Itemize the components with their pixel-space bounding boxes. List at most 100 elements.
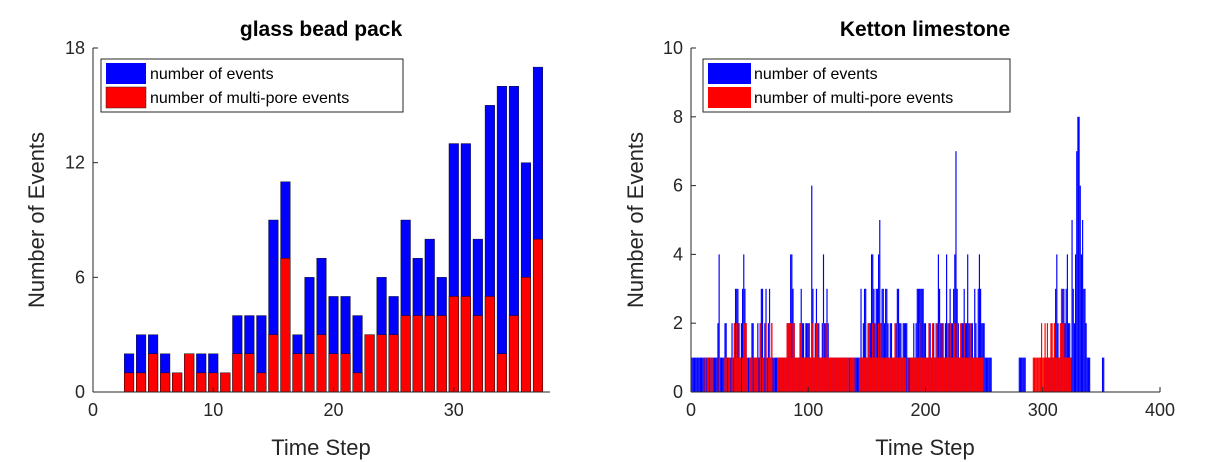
y-tick-label: 0 bbox=[673, 382, 683, 402]
bar-multipore-events bbox=[711, 357, 713, 392]
bar-events bbox=[974, 288, 976, 392]
bar-multipore-events bbox=[944, 357, 947, 392]
bar-multipore-events bbox=[742, 357, 744, 392]
bar-multipore-events bbox=[1062, 323, 1064, 392]
bar-multipore-events bbox=[941, 357, 943, 392]
bar-multipore-events bbox=[784, 357, 786, 392]
bar-events bbox=[1071, 220, 1073, 392]
bar-multipore-events bbox=[739, 357, 741, 392]
y-tick-label: 10 bbox=[663, 38, 683, 58]
bar-multipore-events bbox=[841, 357, 843, 392]
bar-events bbox=[937, 254, 939, 392]
bar-multipore-events bbox=[853, 357, 855, 392]
bar-multipore-events bbox=[981, 357, 983, 392]
bar-multipore-events bbox=[839, 357, 841, 392]
bar-multipore-events bbox=[763, 357, 765, 392]
bar-multipore-events bbox=[842, 357, 845, 392]
bar-multipore-events bbox=[880, 323, 882, 392]
x-tick-label: 20 bbox=[324, 400, 344, 420]
bar-events bbox=[699, 357, 701, 392]
bar-multipore-events bbox=[1049, 357, 1051, 392]
legend-swatch-events bbox=[708, 63, 751, 84]
bar-multipore-events bbox=[745, 323, 747, 392]
bar-multipore-events bbox=[904, 357, 907, 392]
bar-events bbox=[955, 151, 957, 392]
bar-multipore-events bbox=[847, 357, 849, 392]
bar-multipore-events bbox=[824, 357, 826, 392]
bar-events bbox=[920, 288, 922, 392]
bar-multipore-events bbox=[882, 357, 884, 392]
bar-multipore-events bbox=[895, 357, 897, 392]
bar-events bbox=[985, 357, 988, 392]
chart-panel-ketton-limestone: Ketton limestone Number of Events Time S… bbox=[623, 18, 1175, 460]
bar-multipore-events bbox=[797, 357, 799, 392]
bar-events bbox=[879, 220, 881, 392]
bar-multipore-events bbox=[804, 357, 806, 392]
bar-multipore-events bbox=[912, 357, 914, 392]
bar-multipore-events bbox=[946, 357, 948, 392]
bar-multipore-events bbox=[851, 357, 853, 392]
bar-multipore-events bbox=[725, 357, 727, 392]
bar-multipore-events bbox=[795, 357, 798, 392]
bar-multipore-events bbox=[936, 357, 938, 392]
bar-multipore-events bbox=[825, 357, 827, 392]
x-tick-label: 10 bbox=[203, 400, 223, 420]
bar-multipore-events bbox=[817, 323, 819, 392]
bar-multipore-events bbox=[793, 323, 795, 392]
bar-multipore-events bbox=[860, 357, 862, 392]
bar-multipore-events bbox=[160, 372, 171, 393]
bar-multipore-events bbox=[800, 323, 802, 392]
y-tick-label: 18 bbox=[65, 38, 85, 58]
bar-multipore-events bbox=[942, 323, 944, 392]
legend-label-multipore: number of multi-pore events bbox=[754, 90, 953, 107]
bar-multipore-events bbox=[802, 357, 805, 392]
bar-multipore-events bbox=[1046, 323, 1049, 392]
bar-multipore-events bbox=[436, 315, 447, 393]
bar-multipore-events bbox=[706, 357, 708, 392]
bar-events bbox=[1084, 288, 1086, 392]
bar-events bbox=[865, 288, 867, 392]
bar-events bbox=[916, 288, 918, 392]
bar-multipore-events bbox=[737, 357, 739, 392]
bar-multipore-events bbox=[340, 353, 351, 393]
bar-multipore-events bbox=[1045, 357, 1047, 392]
bar-multipore-events bbox=[937, 357, 939, 392]
bar-events bbox=[1103, 357, 1105, 392]
y-tick-label: 4 bbox=[673, 244, 683, 264]
bar-multipore-events bbox=[788, 323, 791, 392]
bar-multipore-events bbox=[954, 323, 956, 392]
bar-multipore-events bbox=[1051, 323, 1053, 392]
bar-multipore-events bbox=[965, 357, 968, 392]
bar-multipore-events bbox=[938, 323, 941, 392]
bar-multipore-events bbox=[964, 357, 966, 392]
bar-multipore-events bbox=[750, 357, 752, 392]
bar-events bbox=[791, 254, 793, 392]
bar-multipore-events bbox=[922, 357, 924, 392]
bar-group bbox=[124, 66, 543, 393]
bar-multipore-events bbox=[815, 323, 818, 392]
bar-events bbox=[1076, 151, 1078, 392]
bar-multipore-events bbox=[869, 357, 871, 392]
bar-events bbox=[1024, 357, 1026, 392]
bar-multipore-events bbox=[805, 357, 807, 392]
bar-multipore-events bbox=[878, 323, 880, 392]
bar-multipore-events bbox=[940, 357, 942, 392]
bar-events bbox=[863, 288, 866, 392]
chart-title: Ketton limestone bbox=[840, 18, 1010, 41]
bar-multipore-events bbox=[807, 357, 809, 392]
bar-multipore-events bbox=[828, 357, 830, 392]
bar-multipore-events bbox=[1066, 357, 1068, 392]
bar-multipore-events bbox=[787, 323, 789, 392]
bar-multipore-events bbox=[790, 323, 792, 392]
bar-events bbox=[1086, 357, 1088, 392]
bar-multipore-events bbox=[957, 357, 959, 392]
bar-multipore-events bbox=[754, 357, 757, 392]
y-tick-label: 12 bbox=[65, 153, 85, 173]
bar-multipore-events bbox=[863, 357, 866, 392]
bar-events bbox=[712, 357, 714, 392]
bar-multipore-events bbox=[914, 357, 916, 392]
bar-events bbox=[761, 288, 764, 392]
bar-multipore-events bbox=[933, 357, 935, 392]
bar-multipore-events bbox=[866, 357, 868, 392]
bar-multipore-events bbox=[907, 357, 909, 392]
